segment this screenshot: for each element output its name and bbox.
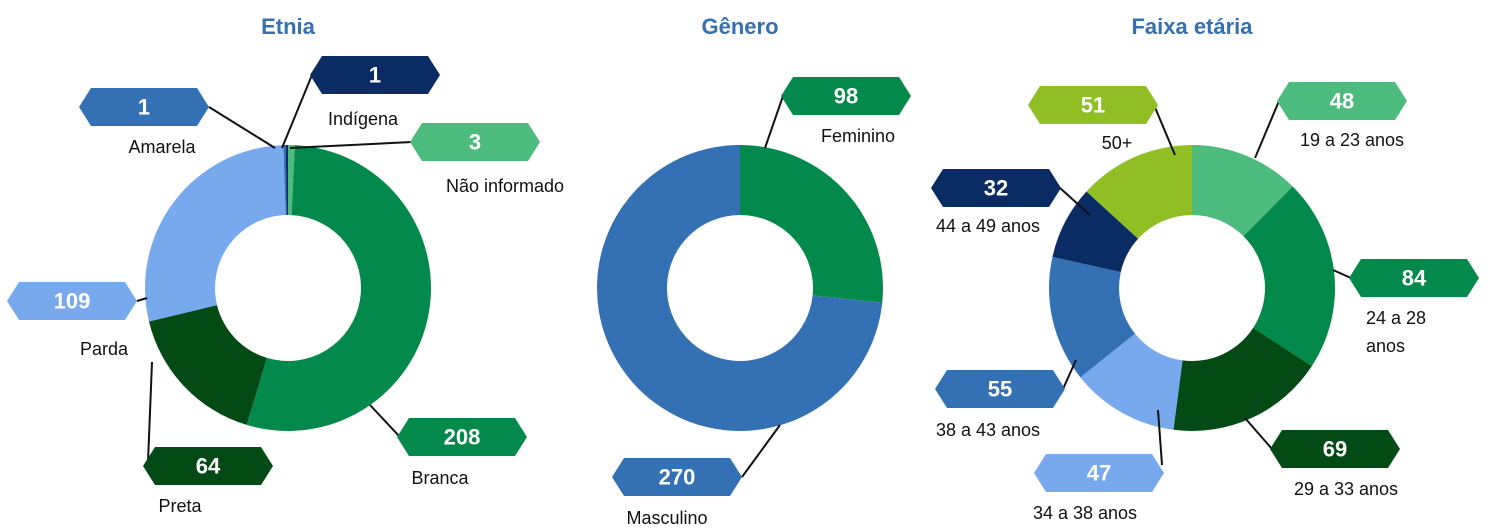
slice xyxy=(597,145,883,431)
chart-title: Faixa etária xyxy=(1131,14,1253,39)
category-label: 29 a 33 anos xyxy=(1293,479,1399,499)
category-label: Parda xyxy=(79,339,129,359)
category-label: 34 a 38 anos xyxy=(1032,503,1138,523)
slice xyxy=(1080,333,1183,430)
leader-line xyxy=(369,404,401,438)
chart-title: Gênero xyxy=(701,14,778,39)
category-label: Amarela xyxy=(128,137,196,157)
leader-line xyxy=(1059,187,1091,216)
leader-line xyxy=(147,361,153,463)
category-label: Não informado xyxy=(445,176,565,196)
value-label: 270 xyxy=(659,465,696,490)
leader-line xyxy=(1062,359,1077,390)
value-label: 208 xyxy=(444,425,481,450)
category-label: Indígena xyxy=(327,109,399,129)
value-tag xyxy=(1349,259,1479,297)
value-label: 51 xyxy=(1081,93,1105,118)
category-label: Masculino xyxy=(626,508,708,528)
slice xyxy=(246,145,431,431)
value-tag xyxy=(1277,82,1407,120)
value-tag xyxy=(310,56,440,94)
slice xyxy=(740,145,883,303)
value-tag xyxy=(1028,86,1158,124)
leader-line xyxy=(741,424,781,478)
category-label: 19 a 23 anos xyxy=(1299,130,1405,150)
value-tag xyxy=(781,77,911,115)
value-label: 48 xyxy=(1330,89,1354,114)
slice xyxy=(1086,145,1192,239)
value-tag xyxy=(612,458,742,496)
slice xyxy=(285,145,288,216)
value-tag xyxy=(935,370,1065,408)
value-label: 47 xyxy=(1087,461,1111,486)
chart-title: Etnia xyxy=(261,14,316,39)
value-label: 98 xyxy=(834,84,858,109)
leader-line xyxy=(281,74,313,149)
value-label: 109 xyxy=(54,289,91,314)
value-label: 69 xyxy=(1323,437,1347,462)
value-tag xyxy=(931,169,1061,207)
leader-line xyxy=(136,297,148,302)
category-label: 50+ xyxy=(1101,133,1133,153)
leader-line xyxy=(208,106,276,149)
slice xyxy=(288,145,295,216)
slice xyxy=(144,145,286,322)
leader-line xyxy=(289,141,413,149)
value-label: 64 xyxy=(196,454,221,479)
value-tag xyxy=(7,282,137,320)
value-label: 1 xyxy=(369,63,381,88)
leader-line xyxy=(1332,269,1352,279)
value-label: 84 xyxy=(1402,266,1427,291)
category-label: 38 a 43 anos xyxy=(935,420,1041,440)
value-tag xyxy=(1034,454,1164,492)
value-tag xyxy=(1270,430,1400,468)
value-tag xyxy=(410,123,540,161)
leader-line xyxy=(1153,104,1176,156)
value-label: 55 xyxy=(988,377,1012,402)
slice xyxy=(1192,145,1293,237)
category-label: Preta xyxy=(158,496,202,516)
slice xyxy=(1049,256,1136,378)
value-label: 1 xyxy=(138,95,150,120)
value-tag xyxy=(397,418,527,456)
slice xyxy=(148,305,267,425)
value-label: 3 xyxy=(469,130,481,155)
slice xyxy=(283,145,287,216)
leader-line xyxy=(764,95,784,149)
leader-line xyxy=(1157,409,1163,466)
slice xyxy=(1243,186,1335,367)
slice xyxy=(1052,191,1139,273)
leader-line xyxy=(1244,417,1273,450)
category-label: 44 a 49 anos xyxy=(935,216,1041,236)
slice xyxy=(1173,327,1312,432)
value-tag xyxy=(143,447,273,485)
category-label: Branca xyxy=(411,468,469,488)
category-label: Feminino xyxy=(820,126,896,146)
value-label: 32 xyxy=(984,176,1008,201)
leader-line xyxy=(1254,100,1280,159)
value-tag xyxy=(79,88,209,126)
category-label: 24 a 28 anos xyxy=(1366,308,1427,356)
